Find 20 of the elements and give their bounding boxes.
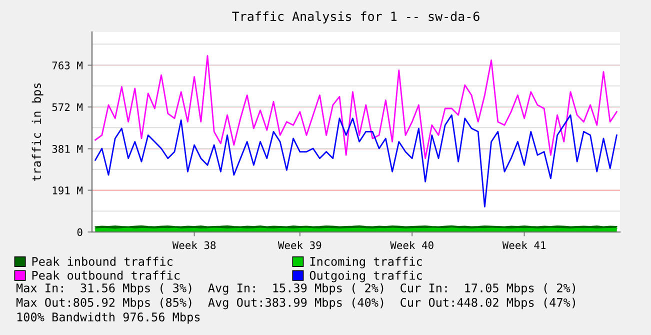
x-tick-label: Week 39 (278, 241, 322, 250)
text: 100% Bandwidth 976.56 Mbps (17, 312, 200, 324)
y-tick-label: 0 (77, 228, 82, 236)
x-tick-label: Week 40 (390, 241, 434, 250)
y-tick-label: 572 M (52, 103, 83, 112)
y-tick-label: 763 M (52, 61, 83, 70)
chart-title: Traffic Analysis for 1 -- sw-da-6 (232, 11, 480, 24)
y-axis-title: traffic in bps (32, 83, 44, 181)
legend-label: Peak inbound traffic (32, 256, 172, 266)
y-tick-label: 191 M (52, 186, 83, 194)
line-series (94, 114, 618, 208)
legend-label: Peak outbound traffic (32, 270, 180, 280)
text: Max Out:805.92 Mbps (85%) Avg Out:383.99 Mbps (40%) Cur Out:448.02 Mbps (47%) (16, 298, 576, 310)
legend-label: Incoming traffic (310, 256, 422, 268)
x-tick-label: Week 38 (172, 241, 216, 250)
y-tick-label: 381 M (52, 144, 83, 153)
text: Max In: 31.56 Mbps ( 3%) Avg In: 15.39 Mbps ( 2%) Cur In: 17.05 Mbps ( 2%) (16, 283, 576, 295)
line-series (94, 55, 618, 160)
x-tick-label: Week 41 (502, 241, 546, 250)
legend-label: Outgoing traffic (310, 270, 422, 282)
